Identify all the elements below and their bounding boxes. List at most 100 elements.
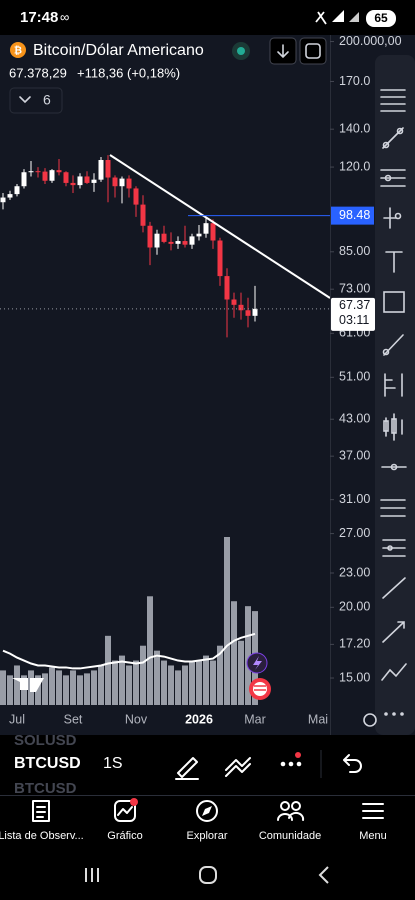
scroll-icon <box>277 44 289 59</box>
battery <box>366 10 396 27</box>
volume-ma <box>2 632 256 670</box>
indicators-button[interactable] <box>225 757 251 777</box>
volume-bar <box>210 660 216 705</box>
system-home[interactable] <box>199 866 217 884</box>
x-tick-label: Jul <box>9 712 25 726</box>
more-button[interactable] <box>280 752 302 767</box>
battery-level: 65 <box>374 11 388 25</box>
volume-bar <box>189 660 195 705</box>
volume-bar <box>91 670 97 705</box>
nav-label[interactable]: Gráfico <box>107 830 142 842</box>
candle-body <box>168 241 174 244</box>
settings-icon[interactable] <box>363 713 377 727</box>
economic-flag <box>253 682 267 696</box>
volume-bar <box>0 670 6 705</box>
candle-body <box>252 308 258 316</box>
system-recent[interactable] <box>85 868 99 882</box>
candle-body <box>245 310 251 316</box>
volume-bar <box>224 537 230 705</box>
volume-bar <box>84 673 90 705</box>
trend-line <box>109 154 330 299</box>
nav-icons[interactable] <box>32 798 384 822</box>
volume-bar <box>35 675 41 705</box>
candle-body <box>133 188 139 205</box>
volume-bar <box>238 640 244 705</box>
status-icons <box>315 10 359 25</box>
candle-body <box>189 236 195 245</box>
symbol-selector[interactable]: BTCUSD <box>14 755 81 772</box>
volume-bar <box>154 650 160 705</box>
candle-body <box>84 176 90 183</box>
candle-body <box>175 241 181 244</box>
x-tick-label: 2026 <box>185 712 213 726</box>
volume-bar <box>196 660 202 705</box>
candle-body <box>14 186 20 195</box>
candle-body <box>49 170 55 181</box>
indicators-toggle[interactable] <box>9 87 63 114</box>
nav-label[interactable]: Menu <box>359 830 387 842</box>
ghost-symbol: BTCUSD <box>14 780 77 797</box>
volume-bar <box>77 675 83 705</box>
drawing-toolbar <box>375 55 415 735</box>
chevron <box>19 96 31 104</box>
candle-body <box>112 177 118 187</box>
candle-body <box>42 171 48 181</box>
y-tick-label: 20.00 <box>339 600 370 614</box>
coin-icon-glyph: ₿ <box>14 45 22 57</box>
volume-bar <box>70 670 76 705</box>
price-change: +118,36 (+0,18%) <box>77 65 180 80</box>
candle-body <box>140 204 146 226</box>
system-back[interactable] <box>318 866 329 884</box>
price-label-box <box>331 297 375 331</box>
candle-body <box>105 160 111 178</box>
volume-bar <box>98 665 104 705</box>
volume-bar <box>245 606 251 705</box>
volume-bar <box>7 675 13 705</box>
volume-bar <box>168 665 174 705</box>
candle-body <box>91 179 97 183</box>
y-tick-label: 140.0 <box>339 121 370 135</box>
volume-bar <box>217 645 223 705</box>
drawing-tools[interactable] <box>380 89 407 716</box>
y-tick-label: 200.000,00 <box>339 34 402 48</box>
interval-selector[interactable]: 1S <box>103 755 123 772</box>
y-tick-label: 73.00 <box>339 281 370 295</box>
candle-body <box>238 304 244 311</box>
compare-button[interactable] <box>299 37 327 65</box>
price-label: 67.37 <box>339 298 370 312</box>
candle-body <box>0 197 6 203</box>
y-tick-label: 27.00 <box>339 526 370 540</box>
tv-logo <box>12 678 44 692</box>
volume-bar <box>140 645 146 705</box>
volume-bar <box>203 655 209 705</box>
chart-area <box>0 35 415 735</box>
volume-bar <box>63 675 69 705</box>
last-price: 67.378,29 <box>9 65 67 80</box>
volume-bar <box>21 675 27 705</box>
status-time: 17:48 <box>20 9 58 26</box>
candle-body <box>119 178 125 187</box>
volume-bar <box>42 673 48 705</box>
volume-bar <box>126 665 132 705</box>
candle-body <box>154 233 160 248</box>
volume-bar <box>56 670 62 705</box>
volume-bar <box>119 655 125 705</box>
ghost-symbol: SOLUSD <box>14 732 77 749</box>
x-tick-label: Mar <box>244 712 266 726</box>
flag-stripes <box>254 685 266 691</box>
candle-body <box>63 172 69 183</box>
candle-body <box>98 160 104 180</box>
draw-button[interactable] <box>175 757 199 780</box>
nav-label[interactable]: Explorar <box>187 830 228 842</box>
x-tick-label: Mai <box>308 712 328 726</box>
y-tick-label: 23.00 <box>339 565 370 579</box>
volume-bar <box>133 660 139 705</box>
y-tick-label: 15.00 <box>339 670 370 684</box>
indicator-count: 6 <box>43 92 51 108</box>
y-tick-label: 120.0 <box>339 159 370 173</box>
nav-label[interactable]: Comunidade <box>259 830 321 842</box>
undo-button[interactable] <box>343 754 362 773</box>
nav-label[interactable]: Lista de Observ... <box>0 830 84 842</box>
candle-body <box>161 233 167 242</box>
